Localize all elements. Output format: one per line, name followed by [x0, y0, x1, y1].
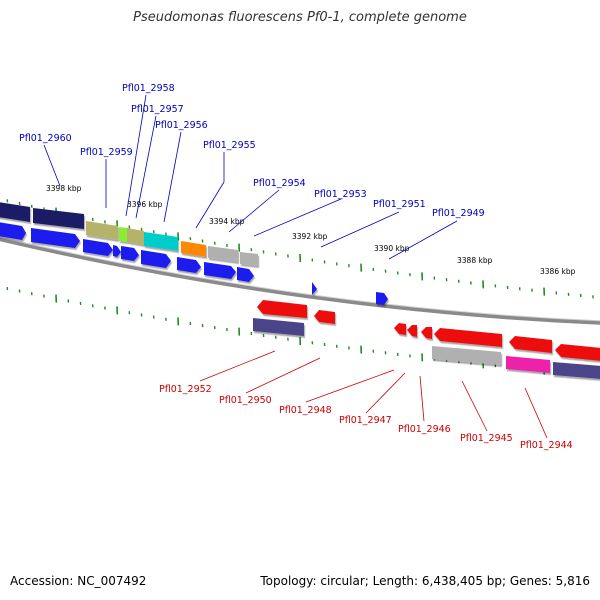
gene-arrow: [421, 327, 432, 339]
gene-block: [119, 227, 127, 242]
gene-block: [432, 346, 501, 365]
topology-text: Topology: circular; Length: 6,438,405 bp…: [260, 574, 590, 588]
reverse-leaders: [199, 350, 548, 439]
gene-arrow: [555, 344, 600, 361]
gene-label: Pfl01_2946: [398, 424, 451, 435]
gene-arrow: [509, 336, 552, 353]
forward-genes-inner: [0, 222, 388, 305]
reverse-genes-inner: [257, 300, 600, 361]
gene-arrow: [83, 239, 113, 256]
gene-arrow: [204, 262, 236, 279]
gene-arrow: [257, 300, 307, 318]
gene-label: Pfl01_2949: [432, 208, 485, 219]
gene-arrow: [141, 250, 171, 268]
gene-block: [253, 318, 304, 336]
tick-label: 3388 kbp: [457, 256, 493, 265]
gene-arrow: [121, 246, 139, 261]
gene-label: Pfl01_2953: [314, 189, 367, 200]
gene-arrow: [434, 328, 502, 347]
gene-label: Pfl01_2952: [159, 384, 212, 395]
gene-label: Pfl01_2956: [155, 120, 208, 131]
gene-block: [33, 208, 84, 229]
gene-label: Pfl01_2945: [460, 433, 513, 444]
gene-label: Pfl01_2950: [219, 395, 272, 406]
tick-label: 3390 kbp: [374, 244, 410, 253]
gene-label: Pfl01_2958: [122, 83, 175, 94]
gene-label: Pfl01_2944: [520, 440, 573, 451]
gene-label: Pfl01_2951: [373, 199, 426, 210]
gene-arrow: [237, 267, 254, 282]
forward-genes-outer: [0, 202, 258, 266]
upper-tick-row: [6, 199, 594, 299]
gene-arrow: [113, 245, 121, 257]
gene-arrow: [376, 292, 388, 305]
gene-arrow: [407, 325, 417, 337]
gene-block: [506, 356, 550, 373]
forward-leaders: [43, 94, 458, 260]
gene-arrow: [394, 323, 406, 335]
gene-arrow: [177, 257, 201, 273]
gene-arrow: [314, 310, 335, 324]
gene-arrow: [31, 228, 80, 248]
gene-block: [181, 241, 206, 257]
gene-label: Pfl01_2959: [80, 147, 133, 158]
gene-arrow: [0, 222, 26, 240]
forward-gene-labels: Pfl01_2960 Pfl01_2959 Pfl01_2958 Pfl01_2…: [19, 83, 485, 219]
accession-text: Accession: NC_007492: [10, 574, 147, 588]
tick-label: 3386 kbp: [540, 267, 576, 276]
tick-label: 3394 kbp: [209, 217, 245, 226]
tick-labels: 3398 kbp 3396 kbp 3394 kbp 3392 kbp 3390…: [46, 184, 576, 276]
gene-label: Pfl01_2948: [279, 405, 332, 416]
gene-block: [127, 228, 144, 245]
gene-block: [208, 246, 238, 262]
gene-arrow: [312, 282, 317, 295]
gene-block: [144, 232, 178, 251]
gene-label: Pfl01_2955: [203, 140, 256, 151]
tick-label: 3396 kbp: [127, 200, 163, 209]
reverse-genes-outer: [253, 318, 600, 379]
tick-label: 3392 kbp: [292, 232, 328, 241]
tick-label: 3398 kbp: [46, 184, 82, 193]
lower-tick-row: [6, 287, 594, 377]
gene-block: [553, 362, 600, 379]
gene-block: [240, 252, 258, 266]
gene-label: Pfl01_2947: [339, 415, 392, 426]
genome-backbone: [0, 237, 600, 325]
gene-label: Pfl01_2960: [19, 133, 72, 144]
gene-label: Pfl01_2954: [253, 178, 306, 189]
page-title: Pseudomonas fluorescens Pf0-1, complete …: [133, 10, 467, 25]
gene-block: [0, 202, 30, 222]
gene-block: [86, 221, 118, 240]
reverse-gene-labels: Pfl01_2952 Pfl01_2950 Pfl01_2948 Pfl01_2…: [159, 384, 573, 451]
gene-label: Pfl01_2957: [131, 104, 184, 115]
